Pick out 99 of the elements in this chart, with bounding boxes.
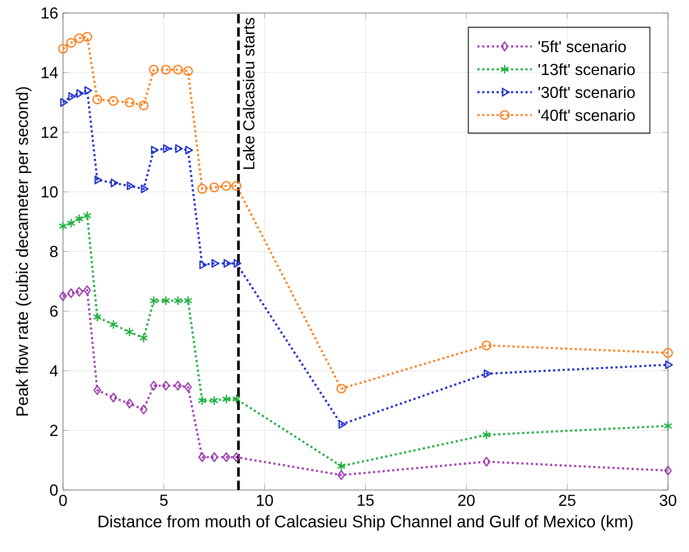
point bbox=[59, 291, 67, 302]
point bbox=[222, 394, 231, 404]
point bbox=[210, 452, 218, 462]
point bbox=[161, 296, 170, 306]
point bbox=[58, 221, 68, 232]
legend-label: '5ft' scenario bbox=[538, 40, 626, 52]
y-axis-title: Peak flow rate (cubic decameter per second) bbox=[16, 87, 32, 416]
legend-label: '13ft' scenario bbox=[538, 63, 635, 76]
point bbox=[148, 64, 159, 75]
point bbox=[140, 404, 148, 414]
point bbox=[663, 348, 673, 358]
point bbox=[58, 44, 68, 54]
y-tick-label: 10 bbox=[42, 186, 58, 198]
point bbox=[67, 288, 75, 298]
point bbox=[60, 98, 68, 107]
point bbox=[222, 452, 230, 462]
point bbox=[76, 89, 84, 98]
point bbox=[173, 64, 183, 75]
legend-label: '40ft' scenario bbox=[538, 109, 635, 121]
point bbox=[199, 260, 208, 270]
point bbox=[68, 92, 76, 101]
point bbox=[232, 394, 241, 404]
point bbox=[150, 146, 159, 154]
point bbox=[138, 100, 149, 110]
point bbox=[336, 461, 346, 472]
point bbox=[125, 327, 134, 337]
point bbox=[74, 33, 84, 44]
point bbox=[337, 470, 346, 480]
point bbox=[66, 38, 76, 48]
point bbox=[665, 360, 673, 370]
legend-label: '30ft' scenario bbox=[538, 86, 635, 98]
point bbox=[336, 384, 346, 394]
point bbox=[82, 210, 92, 221]
point bbox=[484, 369, 492, 378]
point bbox=[162, 380, 170, 391]
x-tick-label: 10 bbox=[256, 494, 273, 506]
point bbox=[108, 96, 118, 106]
point bbox=[197, 184, 208, 194]
point bbox=[185, 146, 193, 154]
point bbox=[140, 184, 149, 194]
point bbox=[92, 94, 102, 104]
point bbox=[126, 398, 134, 408]
point bbox=[184, 382, 192, 392]
point bbox=[198, 396, 207, 406]
y-tick-label: 14 bbox=[42, 67, 58, 78]
x-tick-label: 5 bbox=[160, 494, 168, 506]
point bbox=[209, 182, 220, 192]
point bbox=[174, 380, 182, 391]
point bbox=[234, 259, 242, 268]
y-tick-label: 8 bbox=[50, 246, 58, 258]
point bbox=[221, 180, 232, 191]
point bbox=[338, 420, 346, 429]
x-tick-label: 30 bbox=[660, 494, 676, 506]
point bbox=[139, 333, 148, 343]
point bbox=[232, 180, 242, 191]
point bbox=[83, 285, 92, 296]
x-tick-label: 0 bbox=[59, 494, 67, 506]
x-tick-label: 20 bbox=[458, 494, 475, 506]
x-axis-title: Distance from mouth of Calcasieu Ship Channel and Gulf of Mexico (km) bbox=[98, 515, 633, 531]
point bbox=[198, 452, 206, 462]
point bbox=[149, 296, 158, 306]
point bbox=[664, 466, 672, 476]
point bbox=[160, 64, 171, 75]
y-tick-label: 4 bbox=[50, 365, 58, 376]
point bbox=[482, 430, 491, 440]
point bbox=[84, 86, 92, 95]
y-tick-label: 6 bbox=[50, 305, 58, 317]
point bbox=[93, 385, 102, 396]
point bbox=[175, 144, 183, 153]
point bbox=[184, 296, 192, 306]
point bbox=[174, 296, 182, 306]
point bbox=[110, 392, 118, 403]
point bbox=[224, 259, 232, 268]
point bbox=[482, 340, 492, 350]
point bbox=[110, 178, 118, 188]
point bbox=[150, 380, 158, 391]
point bbox=[211, 259, 220, 268]
y-tick-label: 0 bbox=[50, 484, 58, 496]
y-tick-label: 2 bbox=[50, 424, 58, 436]
point bbox=[210, 396, 219, 406]
point bbox=[74, 214, 84, 224]
point bbox=[664, 420, 672, 431]
point bbox=[232, 452, 240, 462]
point bbox=[75, 286, 84, 297]
point bbox=[482, 456, 490, 467]
y-tick-label: 12 bbox=[42, 126, 58, 138]
point bbox=[66, 218, 76, 228]
point bbox=[183, 66, 193, 76]
point bbox=[94, 176, 102, 184]
point bbox=[126, 182, 134, 190]
point bbox=[109, 320, 118, 330]
y-tick-label: 16 bbox=[42, 7, 58, 19]
x-tick-label: 25 bbox=[559, 494, 576, 506]
point bbox=[92, 312, 102, 322]
point bbox=[163, 144, 171, 153]
x-tick-label: 15 bbox=[358, 494, 374, 506]
ref-line-label: Lake Calcasieu starts bbox=[242, 18, 254, 169]
point bbox=[82, 32, 92, 42]
point bbox=[124, 97, 134, 108]
